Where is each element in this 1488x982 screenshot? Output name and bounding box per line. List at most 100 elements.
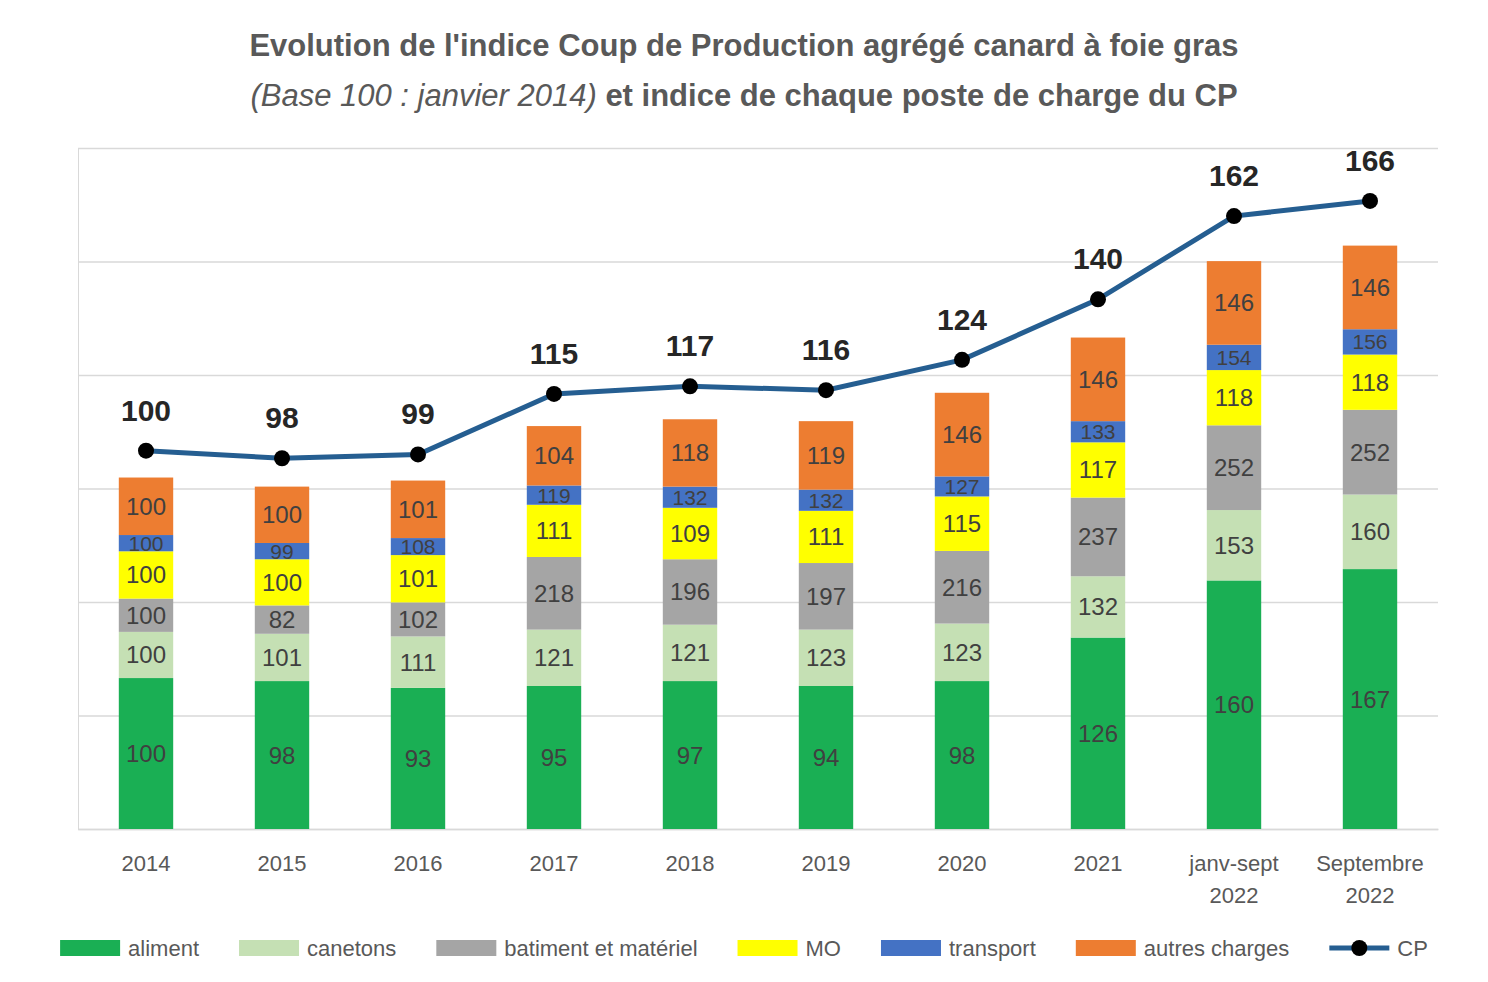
bar <box>663 508 717 559</box>
x-tick: 2015 <box>258 829 307 876</box>
bar <box>1207 370 1261 425</box>
chart: Evolution de l'indice Coup de Production… <box>0 0 1488 982</box>
bar-label: 119 <box>807 442 845 469</box>
x-tick-label-line: 2020 <box>938 851 987 876</box>
marks <box>119 193 1397 829</box>
bar-label: 127 <box>944 475 979 498</box>
bar-series <box>119 355 1397 606</box>
title-continued: et indice de chaque poste de charge du C… <box>597 78 1238 113</box>
bar-label: 132 <box>808 489 843 512</box>
x-tick: 2016 <box>394 829 443 876</box>
bar-label: 101 <box>398 496 438 523</box>
bar-label: 100 <box>126 641 166 668</box>
grid-line <box>78 148 1438 150</box>
bar <box>663 419 717 486</box>
marker <box>1090 291 1106 307</box>
marker <box>954 352 970 368</box>
marker <box>546 386 562 402</box>
x-tick-label: 2015 <box>258 851 307 876</box>
bar-label: 111 <box>400 649 436 676</box>
marker <box>682 378 698 394</box>
bar <box>935 393 989 477</box>
marker <box>410 446 426 462</box>
x-tick: 2019 <box>802 829 851 876</box>
bar-label: 153 <box>1214 532 1254 559</box>
bar-label: 121 <box>670 639 710 666</box>
line-label: 99 <box>401 397 434 430</box>
bar-series <box>119 569 1397 829</box>
bar <box>1343 355 1397 410</box>
bar <box>391 481 445 539</box>
x-tick: 2017 <box>530 829 579 876</box>
title: Evolution de l'indice Coup de Production… <box>249 28 1238 63</box>
legend-item: MO <box>738 936 841 961</box>
bar <box>1071 638 1125 829</box>
bar-label: 146 <box>1214 289 1254 316</box>
bar-label: 237 <box>1078 523 1118 550</box>
x-tick-label: 2018 <box>666 851 715 876</box>
bar <box>799 511 853 563</box>
y-tick <box>78 148 1438 149</box>
bar-label: 197 <box>806 583 846 610</box>
bar-label: 95 <box>541 744 568 771</box>
y-axis-line <box>79 149 1439 830</box>
bar-label: 118 <box>671 439 709 466</box>
bar-label: 100 <box>126 561 166 588</box>
x-tick: 2014 <box>122 829 171 876</box>
legend-label: CP <box>1397 936 1428 961</box>
bar <box>1207 261 1261 345</box>
bar <box>799 490 853 511</box>
line-label: 115 <box>530 337 578 370</box>
x-tick-label-line: 2016 <box>394 851 443 876</box>
bar-label: 100 <box>262 501 302 528</box>
bar-series <box>119 410 1397 637</box>
bar-label: 119 <box>537 484 570 507</box>
bar-series <box>119 495 1397 688</box>
bar <box>663 681 717 829</box>
line-label: 124 <box>937 303 987 336</box>
bar <box>527 630 581 686</box>
bar-label: 108 <box>400 535 435 558</box>
bar-label: 167 <box>1350 686 1390 713</box>
bar-label: 123 <box>806 644 846 671</box>
bar <box>799 686 853 829</box>
bar <box>119 678 173 829</box>
bar <box>663 625 717 681</box>
bar-label: 94 <box>813 744 840 771</box>
bar <box>935 624 989 682</box>
y-tick <box>78 829 1438 830</box>
bar <box>391 688 445 829</box>
bar <box>935 551 989 624</box>
bar <box>255 634 309 681</box>
line <box>146 201 1370 458</box>
bar <box>527 557 581 630</box>
bar-label: 126 <box>1078 720 1118 747</box>
marker <box>138 443 154 459</box>
x-tick: janv-sept2022 <box>1188 829 1278 908</box>
bar-label: 82 <box>269 606 296 633</box>
legend-swatch <box>239 940 299 956</box>
x-tick-label: janv-sept2022 <box>1188 851 1278 908</box>
legend-item: canetons <box>239 936 396 961</box>
bar <box>1343 246 1397 330</box>
bar-label: 132 <box>1078 593 1118 620</box>
legend-item: transport <box>881 936 1036 961</box>
x-tick: 2018 <box>666 829 715 876</box>
legend-swatch <box>881 940 941 956</box>
bar-label: 101 <box>398 565 438 592</box>
bar-label: 216 <box>942 574 982 601</box>
bar-label: 154 <box>1216 346 1251 369</box>
x-tick-label: 2019 <box>802 851 851 876</box>
x-tick-label-line: janv-sept <box>1188 851 1278 876</box>
x-tick-label: Septembre2022 <box>1316 851 1424 908</box>
bar <box>1343 495 1397 570</box>
bar-label: 160 <box>1214 691 1254 718</box>
bar <box>799 421 853 489</box>
x-tick-label-line: 2015 <box>258 851 307 876</box>
bar <box>1343 329 1397 354</box>
legend-swatch <box>738 940 798 956</box>
legend-item: aliment <box>60 936 199 961</box>
bar <box>1343 569 1397 829</box>
line-label: 117 <box>666 329 714 362</box>
legend-label: batiment et matériel <box>504 936 697 961</box>
